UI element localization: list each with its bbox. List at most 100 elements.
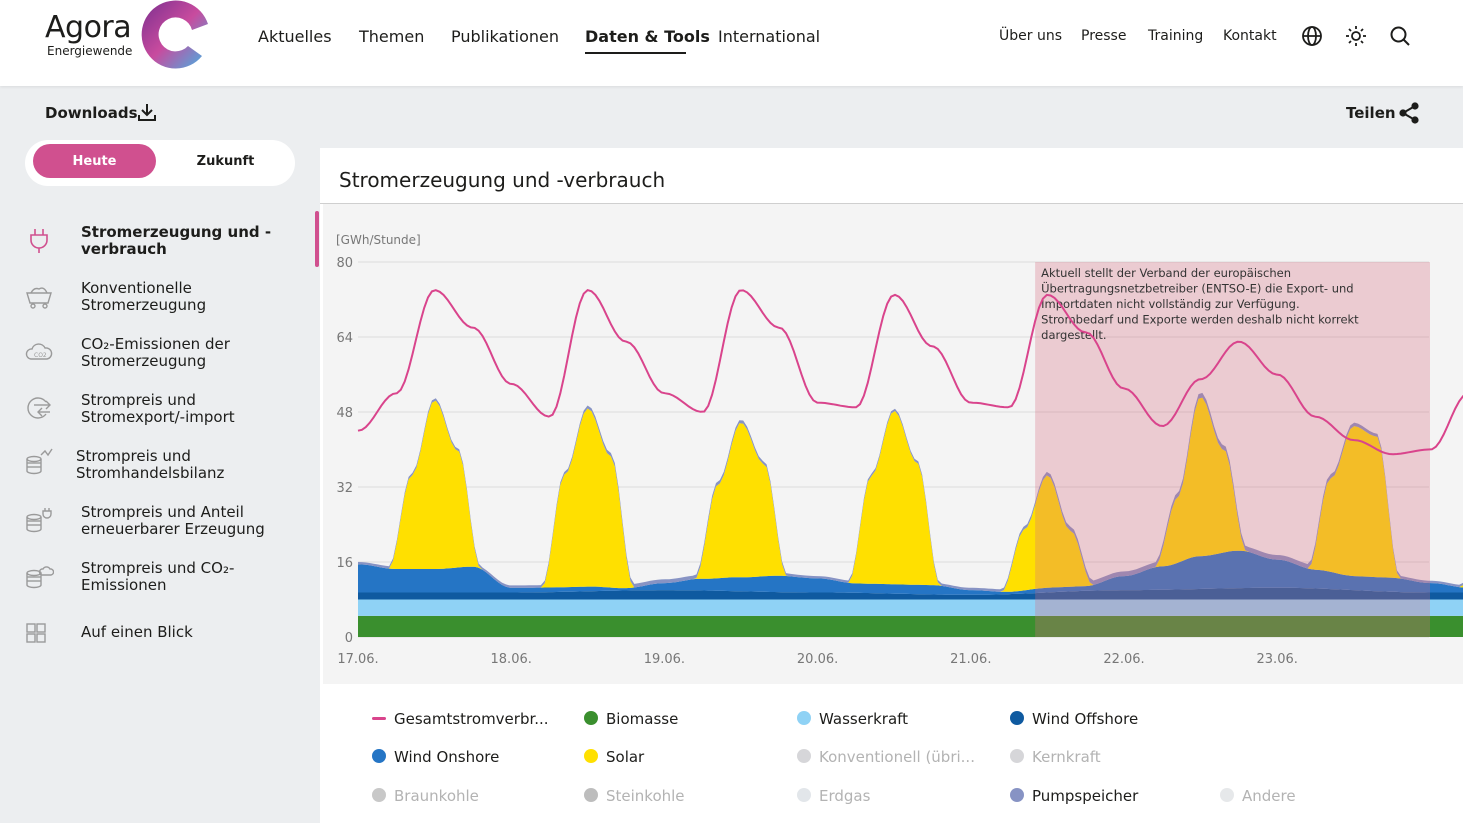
legend-label: Steinkohle	[606, 787, 685, 805]
logo-mark-icon[interactable]	[140, 0, 212, 72]
legend-marker	[797, 749, 811, 763]
legend-item-steinkohle[interactable]: Steinkohle	[584, 787, 774, 805]
share-button[interactable]: Teilen	[1346, 104, 1396, 122]
nav-training[interactable]: Training	[1148, 28, 1204, 44]
legend-item-kernkraft[interactable]: Kernkraft	[1010, 748, 1200, 766]
download-icon[interactable]	[137, 102, 157, 122]
legend-marker	[1220, 788, 1234, 802]
title-divider	[320, 203, 1463, 204]
legend-marker	[584, 711, 598, 725]
sidebar-item-stromerzeugung[interactable]: Stromerzeugung und -verbrauch	[0, 211, 315, 267]
legend-item-wind-offshore[interactable]: Wind Offshore	[1010, 710, 1200, 728]
area-biomasse	[358, 615, 1463, 637]
nav-aktuelles[interactable]: Aktuelles	[258, 27, 332, 46]
legend-label: Wind Onshore	[394, 748, 500, 766]
legend-marker	[372, 788, 386, 802]
legend-marker	[372, 717, 386, 720]
sun-theme-icon[interactable]	[1344, 24, 1368, 48]
x-tick-label: 22.06.	[1103, 652, 1144, 667]
toggle-zukunft[interactable]: Zukunft	[196, 153, 255, 169]
sidebar-item-strompreis-export[interactable]: Strompreis und Stromexport/-import	[0, 379, 315, 435]
nav-active-underline	[585, 52, 686, 54]
legend-label: Wind Offshore	[1032, 710, 1139, 728]
y-tick-label: 48	[336, 406, 353, 421]
svg-text:CO2: CO2	[34, 352, 47, 359]
legend-marker	[1010, 749, 1024, 763]
coins-cloud-icon	[26, 566, 54, 589]
coins-trend-icon	[26, 448, 53, 475]
legend-label: Pumpspeicher	[1032, 787, 1139, 805]
x-tick-label: 23.06.	[1257, 652, 1298, 667]
logo-title[interactable]: Agora	[45, 10, 132, 45]
area-wasserkraft	[358, 599, 1463, 616]
sidebar-item-strompreis-erneuerbar[interactable]: Strompreis und Anteil erneuerbarer Erzeu…	[0, 491, 315, 547]
plug-icon	[30, 229, 48, 253]
legend-marker	[1010, 788, 1024, 802]
nav-themen[interactable]: Themen	[359, 27, 425, 46]
legend-marker	[797, 711, 811, 725]
legend-marker	[1010, 711, 1024, 725]
share-icon[interactable]	[1398, 102, 1420, 124]
chart-title: Stromerzeugung und -verbrauch	[339, 168, 666, 192]
legend-label: Konventionell (übri...	[819, 748, 975, 766]
chart-area[interactable]: 0 16 32 48 64 80 [GWh/Stunde] 17.06. 18.06. 19.06…	[323, 204, 1463, 684]
sidebar-item-strompreis-co2[interactable]: Strompreis und CO₂-Emissionen	[0, 547, 315, 603]
area-wind-offshore	[358, 587, 1463, 600]
legend-item-pumpspeicher[interactable]: Pumpspeicher	[1010, 787, 1200, 805]
x-tick-label: 17.06.	[337, 652, 378, 667]
legend-label: Gesamtstromverbr...	[394, 710, 549, 728]
legend-item-biomasse[interactable]: Biomasse	[584, 710, 774, 728]
sidebar-item-label: Auf einen Blick	[81, 623, 193, 641]
area-solar	[358, 397, 1463, 592]
legend-item-konventionell-übri-[interactable]: Konventionell (übri...	[797, 748, 987, 766]
legend-item-solar[interactable]: Solar	[584, 748, 774, 766]
legend-marker	[797, 788, 811, 802]
x-tick-label: 19.06.	[644, 652, 685, 667]
nav-presse[interactable]: Presse	[1081, 28, 1127, 44]
downloads-button[interactable]: Downloads	[45, 104, 138, 122]
nav-kontakt[interactable]: Kontakt	[1223, 28, 1277, 44]
legend-item-braunkohle[interactable]: Braunkohle	[372, 787, 562, 805]
sidebar-active-indicator	[315, 211, 319, 267]
annotation-text: Aktuell stellt der Verband der europäisc…	[1041, 266, 1359, 342]
y-tick-label: 32	[336, 481, 353, 496]
logo-subtitle[interactable]: Energiewende	[47, 44, 133, 58]
sidebar-item-co2-emissionen[interactable]: CO2 CO₂-Emissionen der Stromerzeugung	[0, 323, 315, 379]
sidebar-item-strompreis-handel[interactable]: Strompreis und Stromhandelsbilanz	[0, 435, 315, 491]
y-tick-label: 0	[345, 631, 353, 646]
legend-label: Solar	[606, 748, 645, 766]
sidebar-item-label: Strompreis und Anteil erneuerbarer Erzeu…	[81, 503, 265, 538]
sidebar-item-label: Konventionelle Stromerzeugung	[81, 279, 207, 314]
line-gesamtstromverbrauch	[357, 288, 1463, 456]
time-toggle: Heute Zukunft	[25, 140, 295, 186]
y-tick-label: 64	[336, 331, 353, 346]
sidebar-item-label: Strompreis und CO₂-Emissionen	[81, 559, 235, 594]
legend-item-erdgas[interactable]: Erdgas	[797, 787, 987, 805]
chart-panel: Stromerzeugung und -verbrauch 0 16 32 48 64 8…	[320, 148, 1463, 823]
toggle-heute[interactable]: Heute	[33, 144, 156, 178]
x-tick-label: 21.06.	[950, 652, 991, 667]
legend-label: Erdgas	[819, 787, 871, 805]
legend-label: Kernkraft	[1032, 748, 1101, 766]
legend-label: Wasserkraft	[819, 710, 909, 728]
globe-icon[interactable]	[1300, 24, 1324, 48]
nav-international[interactable]: International	[718, 27, 821, 46]
legend-label: Biomasse	[606, 710, 679, 728]
nav-daten-tools[interactable]: Daten & Tools	[585, 27, 710, 46]
sidebar-item-label: Strompreis und Stromexport/-import	[81, 391, 235, 426]
nav-publikationen[interactable]: Publikationen	[451, 27, 559, 46]
search-icon[interactable]	[1388, 24, 1412, 48]
sidebar-item-label: CO₂-Emissionen der Stromerzeugung	[81, 335, 230, 370]
legend-item-wind-onshore[interactable]: Wind Onshore	[372, 748, 562, 766]
legend-item-gesamtstromverbr-[interactable]: Gesamtstromverbr...	[372, 710, 562, 728]
legend-item-wasserkraft[interactable]: Wasserkraft	[797, 710, 987, 728]
nav-ueber-uns[interactable]: Über uns	[999, 28, 1062, 44]
legend-marker	[584, 788, 598, 802]
legend-item-andere[interactable]: Andere	[1220, 787, 1410, 805]
sidebar-item-konventionelle[interactable]: Konventionelle Stromerzeugung	[0, 267, 315, 323]
y-tick-label: 80	[336, 256, 353, 271]
sidebar-item-auf-einen-blick[interactable]: Auf einen Blick	[0, 603, 315, 659]
x-tick-label: 18.06.	[491, 652, 532, 667]
chart-svg[interactable]: 0 16 32 48 64 80 [GWh/Stunde] 17.06. 18.06. 19.06…	[323, 204, 1463, 684]
y-tick-label: 16	[336, 556, 353, 571]
